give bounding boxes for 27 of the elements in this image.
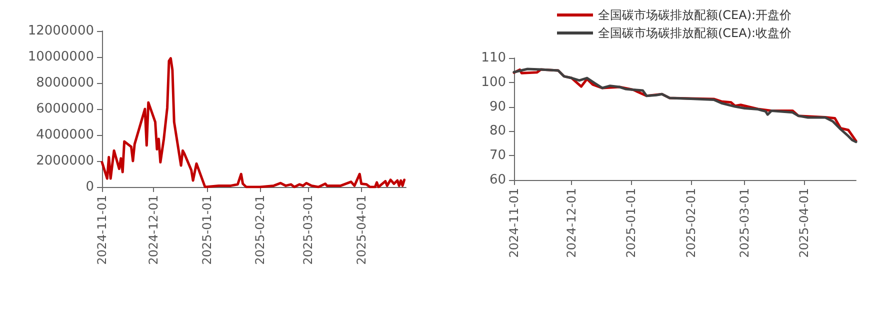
x-tick-label: 2025-02-01 bbox=[253, 195, 268, 265]
x-tick-label: 2025-04-01 bbox=[354, 195, 368, 265]
legend-label: 全国碳市场碳排放配额(CEA):收盘价 bbox=[598, 26, 792, 40]
y-tick-label: 70 bbox=[489, 148, 506, 164]
x-tick-label: 2025-03-01 bbox=[301, 195, 316, 265]
y-tick-label: 60 bbox=[489, 172, 506, 188]
y-tick-label: 90 bbox=[489, 99, 506, 114]
y-tick-label: 6000000 bbox=[36, 102, 94, 116]
x-tick-label: 2025-02-01 bbox=[684, 188, 698, 258]
x-tick-label: 2025-01-01 bbox=[624, 188, 638, 258]
y-tick-label: 110 bbox=[481, 50, 506, 66]
y-tick-label: 100 bbox=[481, 74, 506, 90]
x-tick-label: 2024-11-01 bbox=[95, 195, 109, 265]
y-tick-label: 2000000 bbox=[36, 154, 94, 168]
x-tick-label: 2025-04-01 bbox=[797, 188, 812, 258]
y-tick-label: 80 bbox=[489, 124, 506, 139]
y-tick-label: 4000000 bbox=[36, 128, 94, 142]
y-tick-label: 8000000 bbox=[36, 76, 94, 90]
y-tick-label: 10000000 bbox=[28, 50, 94, 64]
x-tick-label: 2024-12-01 bbox=[564, 188, 579, 258]
legend-label: 全国碳市场碳排放配额(CEA):开盘价 bbox=[598, 8, 792, 22]
y-tick-label: 12000000 bbox=[28, 24, 94, 38]
x-tick-label: 2025-03-01 bbox=[738, 188, 752, 258]
y-tick-label: 0 bbox=[86, 180, 94, 194]
x-tick-label: 2025-01-01 bbox=[200, 195, 214, 265]
x-tick-label: 2024-11-01 bbox=[507, 188, 521, 258]
x-tick-label: 2024-12-01 bbox=[146, 195, 161, 265]
